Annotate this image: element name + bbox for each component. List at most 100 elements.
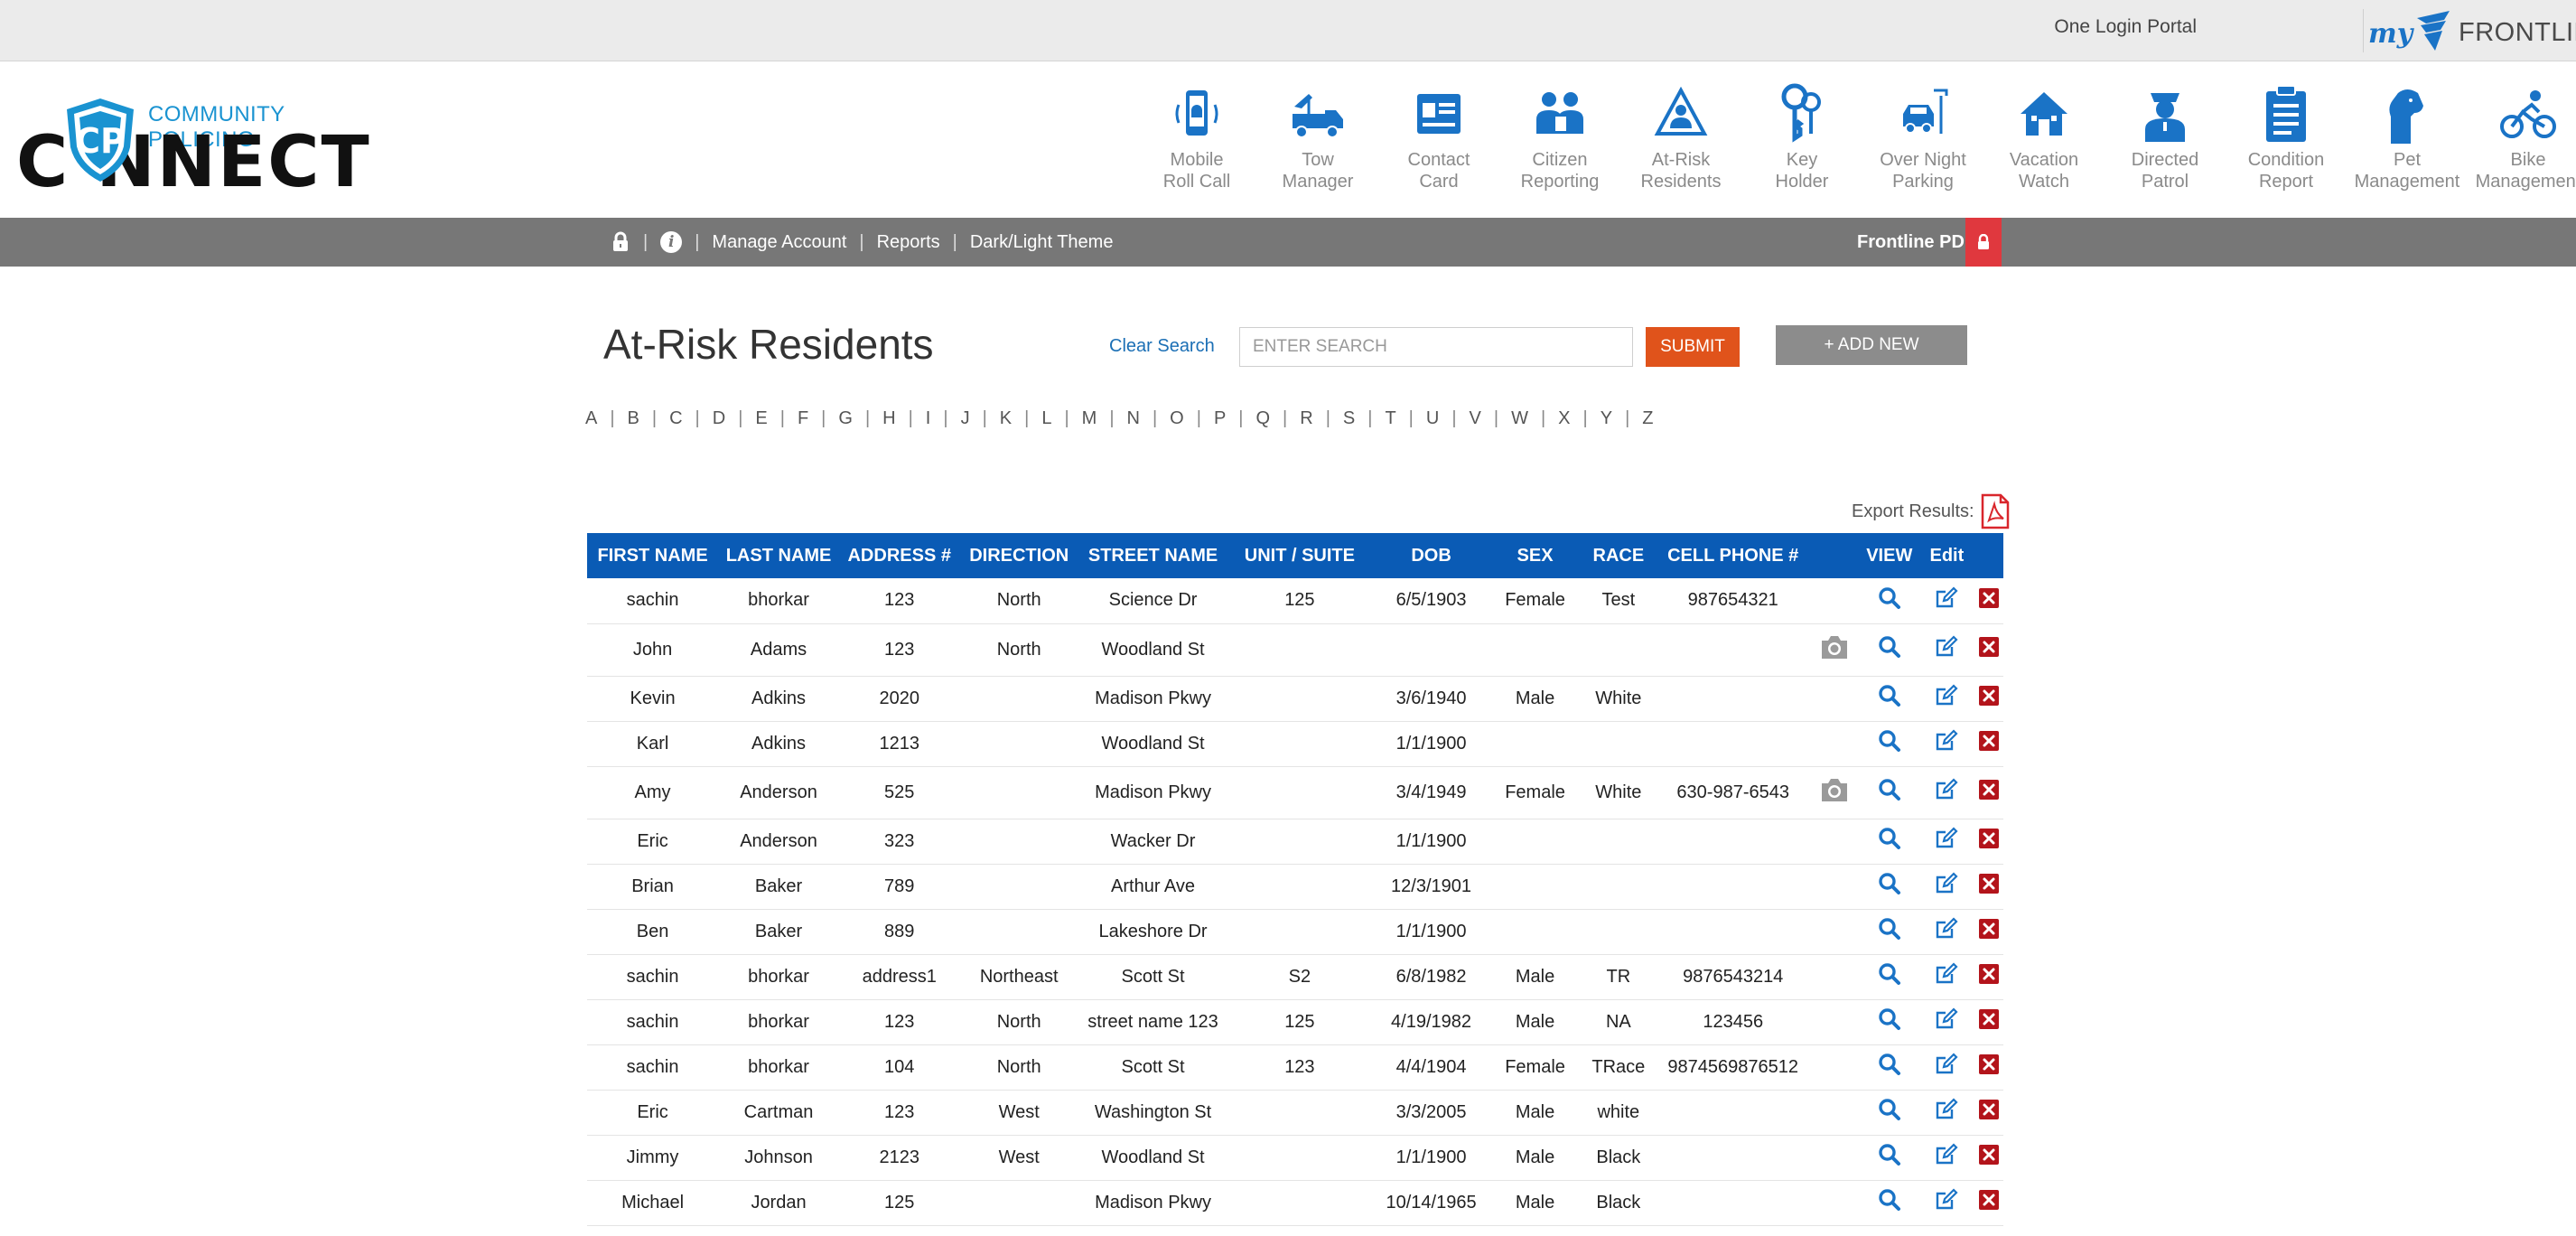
alphabet-letter[interactable]: D <box>712 408 726 428</box>
table-cell: sachin <box>587 999 719 1045</box>
alphabet-letter[interactable]: G <box>838 408 853 428</box>
submit-button[interactable]: SUBMIT <box>1646 327 1740 367</box>
table-cell: Male <box>1490 1180 1580 1226</box>
delete-icon[interactable] <box>1978 963 2000 985</box>
edit-icon[interactable] <box>1935 917 1958 941</box>
module-bike-management[interactable]: Bike Management <box>2468 82 2576 192</box>
module-pet-management[interactable]: Pet Management <box>2347 82 2468 192</box>
edit-cell <box>1918 676 1975 722</box>
alphabet-letter[interactable]: V <box>1469 408 1481 428</box>
view-search-icon[interactable] <box>1878 962 1901 986</box>
edit-icon[interactable] <box>1935 872 1958 895</box>
alphabet-letter[interactable]: K <box>999 408 1013 428</box>
camera-icon[interactable] <box>1818 776 1851 803</box>
alphabet-letter[interactable]: N <box>1126 408 1140 428</box>
table-cell: North <box>959 623 1078 677</box>
alphabet-letter[interactable]: L <box>1041 408 1052 428</box>
view-search-icon[interactable] <box>1878 917 1901 941</box>
camera-icon[interactable] <box>1818 633 1851 660</box>
delete-icon[interactable] <box>1978 1189 2000 1211</box>
delete-icon[interactable] <box>1978 873 2000 894</box>
edit-icon[interactable] <box>1935 778 1958 801</box>
edit-icon[interactable] <box>1935 684 1958 707</box>
alphabet-letter[interactable]: J <box>960 408 970 428</box>
alphabet-letter[interactable]: Z <box>1642 408 1654 428</box>
alphabet-letter[interactable]: W <box>1511 408 1528 428</box>
delete-icon[interactable] <box>1978 636 2000 658</box>
module-at-risk-residents[interactable]: At-Risk Residents <box>1620 82 1741 192</box>
delete-icon[interactable] <box>1978 1099 2000 1120</box>
logout-lock-button[interactable] <box>1965 218 2002 267</box>
view-search-icon[interactable] <box>1878 1143 1901 1166</box>
delete-icon[interactable] <box>1978 730 2000 752</box>
community-policing-connect-logo[interactable]: COMMUNITY POLICING C NNECT CP <box>16 93 396 211</box>
delete-icon[interactable] <box>1978 587 2000 609</box>
alphabet-letter[interactable]: Q <box>1255 408 1271 428</box>
alphabet-letter[interactable]: F <box>797 408 809 428</box>
view-search-icon[interactable] <box>1878 1098 1901 1121</box>
edit-icon[interactable] <box>1935 729 1958 753</box>
module-key-holder[interactable]: Key Holder <box>1741 82 1862 192</box>
one-login-portal-link[interactable]: One Login Portal <box>2054 16 2197 37</box>
delete-icon[interactable] <box>1978 918 2000 940</box>
view-search-icon[interactable] <box>1878 635 1901 659</box>
module-citizen-reporting[interactable]: Citizen Reporting <box>1499 82 1620 192</box>
dark-light-theme-link[interactable]: Dark/Light Theme <box>969 231 1114 252</box>
module-tow-manager[interactable]: Tow Manager <box>1257 82 1378 192</box>
view-search-icon[interactable] <box>1878 1007 1901 1031</box>
alphabet-letter[interactable]: O <box>1170 408 1184 428</box>
view-search-icon[interactable] <box>1878 827 1901 850</box>
edit-icon[interactable] <box>1935 635 1958 659</box>
module-over-night-parking[interactable]: Over Night Parking <box>1862 82 1983 192</box>
delete-icon[interactable] <box>1978 685 2000 707</box>
alphabet-letter[interactable]: H <box>882 408 896 428</box>
alphabet-letter[interactable]: X <box>1558 408 1571 428</box>
view-search-icon[interactable] <box>1878 778 1901 801</box>
info-icon[interactable]: i <box>660 231 683 253</box>
view-search-icon[interactable] <box>1878 1188 1901 1212</box>
clear-search-link[interactable]: Clear Search <box>1109 336 1215 356</box>
edit-icon[interactable] <box>1935 827 1958 850</box>
edit-icon[interactable] <box>1935 1053 1958 1076</box>
delete-icon[interactable] <box>1978 1008 2000 1030</box>
alphabet-letter[interactable]: T <box>1385 408 1396 428</box>
alphabet-letter[interactable]: R <box>1300 408 1313 428</box>
reports-link[interactable]: Reports <box>876 231 940 252</box>
lock-icon[interactable] <box>611 231 630 253</box>
alphabet-letter[interactable]: C <box>669 408 683 428</box>
edit-icon[interactable] <box>1935 1143 1958 1166</box>
edit-icon[interactable] <box>1935 1098 1958 1121</box>
delete-icon[interactable] <box>1978 779 2000 801</box>
search-input[interactable] <box>1239 327 1633 367</box>
alphabet-letter[interactable]: M <box>1081 408 1097 428</box>
delete-icon[interactable] <box>1978 1053 2000 1075</box>
add-new-button[interactable]: + ADD NEW <box>1776 325 1967 365</box>
module-directed-patrol[interactable]: Directed Patrol <box>2105 82 2226 192</box>
module-condition-report[interactable]: Condition Report <box>2226 82 2347 192</box>
alphabet-letter[interactable]: A <box>585 408 598 428</box>
view-search-icon[interactable] <box>1878 586 1901 610</box>
view-search-icon[interactable] <box>1878 684 1901 707</box>
alphabet-letter[interactable]: P <box>1213 408 1227 428</box>
view-search-icon[interactable] <box>1878 1053 1901 1076</box>
edit-icon[interactable] <box>1935 1007 1958 1031</box>
alphabet-letter[interactable]: I <box>925 408 931 428</box>
module-contact-card[interactable]: Contact Card <box>1378 82 1499 192</box>
manage-account-link[interactable]: Manage Account <box>712 231 847 252</box>
delete-icon[interactable] <box>1978 828 2000 849</box>
pdf-export-icon[interactable] <box>1980 493 2011 529</box>
module-mobile-roll-call[interactable]: Mobile Roll Call <box>1136 82 1257 192</box>
alphabet-letter[interactable]: S <box>1342 408 1356 428</box>
delete-icon[interactable] <box>1978 1144 2000 1166</box>
edit-icon[interactable] <box>1935 962 1958 986</box>
alphabet-letter[interactable]: B <box>627 408 639 428</box>
alphabet-letter[interactable]: Y <box>1600 408 1613 428</box>
view-search-icon[interactable] <box>1878 729 1901 753</box>
alphabet-letter[interactable]: U <box>1425 408 1440 428</box>
edit-icon[interactable] <box>1935 586 1958 610</box>
module-vacation-watch[interactable]: Vacation Watch <box>1983 82 2105 192</box>
view-search-icon[interactable] <box>1878 872 1901 895</box>
frontline-logo[interactable]: my FRONTLINE <box>2368 5 2576 56</box>
alphabet-letter[interactable]: E <box>755 408 768 428</box>
edit-icon[interactable] <box>1935 1188 1958 1212</box>
